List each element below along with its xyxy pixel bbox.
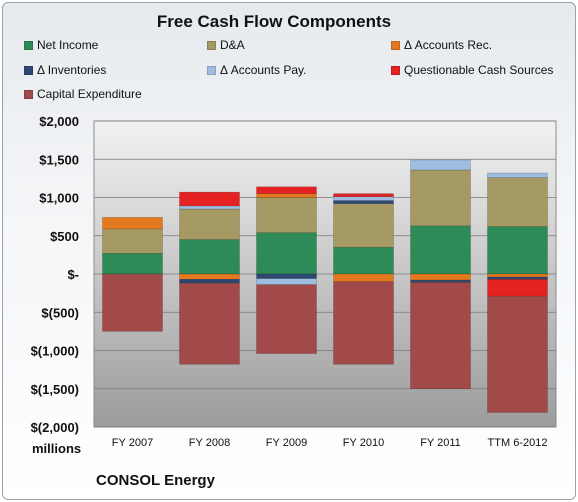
bar-segment [487, 295, 548, 413]
bar-segment [256, 278, 317, 286]
legend-swatch [24, 89, 33, 99]
unit-label: millions [32, 441, 82, 456]
bar-segment [256, 193, 317, 198]
legend-item-accounts-rec: Δ Accounts Rec. [391, 38, 492, 52]
legend-label: Net Income [37, 38, 99, 52]
bar-segment [333, 193, 394, 198]
bar-segment [333, 200, 394, 204]
bar-segment [102, 253, 163, 275]
bar-segment [410, 225, 471, 275]
bar-segment [487, 226, 548, 275]
bar-segment [256, 186, 317, 194]
x-tick-label: FY 2008 [189, 437, 230, 449]
legend-item-questionable-cash: Questionable Cash Sources [391, 63, 553, 77]
bar-segment [102, 273, 163, 332]
y-tick-label: $2,000 [39, 114, 79, 129]
legend-item-net-income: Net Income [24, 38, 98, 52]
company-name: CONSOL Energy [96, 472, 215, 489]
legend-item-capex: Capital Expenditure [24, 87, 142, 101]
x-tick-label: FY 2009 [266, 437, 307, 449]
legend-swatch [24, 65, 33, 75]
x-tick-label: FY 2011 [420, 437, 461, 449]
bar-segment [487, 276, 548, 280]
legend-swatch [207, 65, 216, 75]
legend-label: Δ Inventories [37, 63, 107, 77]
bar-segment [179, 191, 240, 207]
bar-segment [256, 273, 317, 279]
y-tick-label: $- [67, 267, 79, 282]
bar-segment [179, 239, 240, 275]
bar-segment [487, 273, 548, 278]
y-tick-label: $(2,000) [31, 420, 79, 435]
y-tick-label: $(1,500) [31, 382, 79, 397]
legend-item-d-and-a: D&A [207, 38, 245, 52]
legend-swatch [391, 40, 400, 50]
y-tick-label: $1,500 [39, 152, 79, 167]
bar-segment [333, 281, 394, 365]
y-tick-label: $(1,000) [31, 344, 79, 359]
legend-label: D&A [220, 38, 245, 52]
legend-swatch [391, 65, 400, 75]
y-tick-label: $(500) [41, 305, 79, 320]
bar-segment [487, 279, 548, 297]
bar-segment [410, 282, 471, 390]
legend-label: Capital Expenditure [37, 87, 142, 101]
bar-segment [179, 279, 240, 284]
bar-segment [333, 203, 394, 248]
x-axis: FY 2007 FY 2008 FY 2009 FY 2010 FY 2011 TTM 6… [112, 437, 548, 449]
bar-segment [487, 177, 548, 227]
bars [102, 159, 548, 413]
bar-segment [410, 169, 471, 227]
bar-segment [179, 205, 240, 210]
x-tick-label: TTM 6-2012 [488, 437, 548, 449]
bar-segment [333, 246, 394, 275]
bar-segment [487, 172, 548, 178]
legend-label: Δ Accounts Rec. [404, 38, 493, 52]
x-tick-label: FY 2007 [112, 437, 153, 449]
legend-item-inventories: Δ Inventories [24, 63, 106, 77]
gridlines [94, 120, 556, 428]
y-tick-label: $1,000 [39, 191, 79, 206]
bar-segment [179, 282, 240, 365]
bar-segment [410, 159, 471, 171]
bar-segment [256, 284, 317, 354]
legend-swatch [207, 40, 216, 50]
bar-segment [410, 273, 471, 281]
legend-item-accounts-pay: Δ Accounts Pay. [207, 63, 307, 77]
legend-label: Questionable Cash Sources [404, 63, 554, 77]
y-axis: $2,000 $1,500 $1,000 $500 $- $(500) $(1,000) $(… [31, 114, 79, 435]
bar-segment [410, 279, 471, 283]
bar-segment [256, 197, 317, 233]
x-tick-label: FY 2010 [343, 437, 384, 449]
chart-title: Free Cash Flow Components [156, 12, 392, 31]
legend-label: Δ Accounts Pay. [220, 63, 307, 77]
y-tick-label: $500 [50, 229, 79, 244]
bar-segment [333, 273, 394, 282]
bar-segment [179, 273, 240, 280]
bar-segment [179, 208, 240, 240]
legend-swatch [24, 40, 33, 50]
bar-segment [333, 196, 394, 201]
bar-segment [102, 228, 163, 254]
bar-segment [256, 232, 317, 275]
bar-segment [102, 217, 163, 230]
